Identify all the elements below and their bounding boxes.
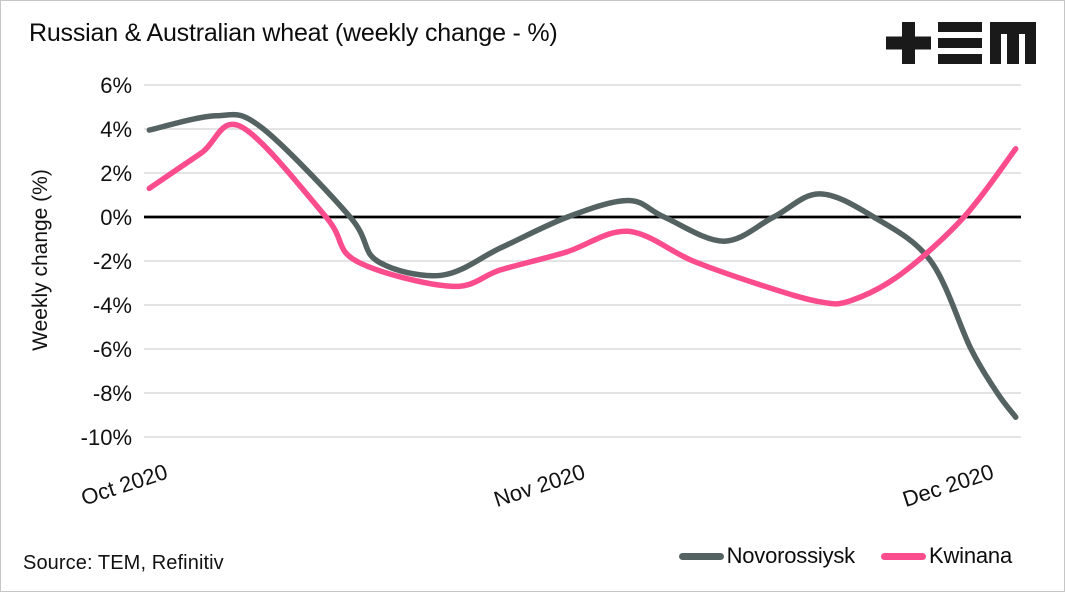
y-tick-label: 0% (100, 205, 132, 230)
series-line-kwinana (146, 121, 1019, 307)
legend-swatch-novorossiysk (678, 552, 724, 560)
tem-logo (886, 22, 1036, 64)
y-tick-label: 4% (100, 117, 132, 142)
x-tick-label: Nov 2020 (491, 459, 588, 512)
y-tick-label: -10% (81, 425, 132, 450)
x-tick-label: Oct 2020 (78, 459, 171, 510)
legend-item-kwinana: Kwinana (881, 543, 1012, 569)
logo-m-icon (990, 22, 1036, 64)
legend-swatch-kwinana (881, 552, 926, 560)
x-tick-label: Dec 2020 (899, 459, 996, 512)
series-line-novorossiysk (146, 111, 1019, 420)
y-tick-label: -4% (93, 293, 132, 318)
y-axis-title: Weekly change (%) (29, 169, 52, 351)
y-tick-label: -8% (93, 381, 132, 406)
y-tick-label: 6% (100, 73, 132, 98)
logo-plus-icon (886, 22, 931, 64)
legend-item-novorossiysk: Novorossiysk (678, 543, 856, 569)
y-tick-label: -2% (93, 249, 132, 274)
source-text: Source: TEM, Refinitiv (23, 552, 224, 574)
y-tick-label: 2% (100, 161, 132, 186)
legend-label-novorossiysk: Novorossiysk (726, 543, 856, 568)
chart-title: Russian & Australian wheat (weekly chang… (29, 19, 558, 47)
logo-triple-bar-icon (938, 22, 982, 64)
legend-label-kwinana: Kwinana (929, 543, 1012, 568)
y-tick-label: -6% (93, 337, 132, 362)
legend: Novorossiysk Kwinana (678, 543, 1012, 569)
